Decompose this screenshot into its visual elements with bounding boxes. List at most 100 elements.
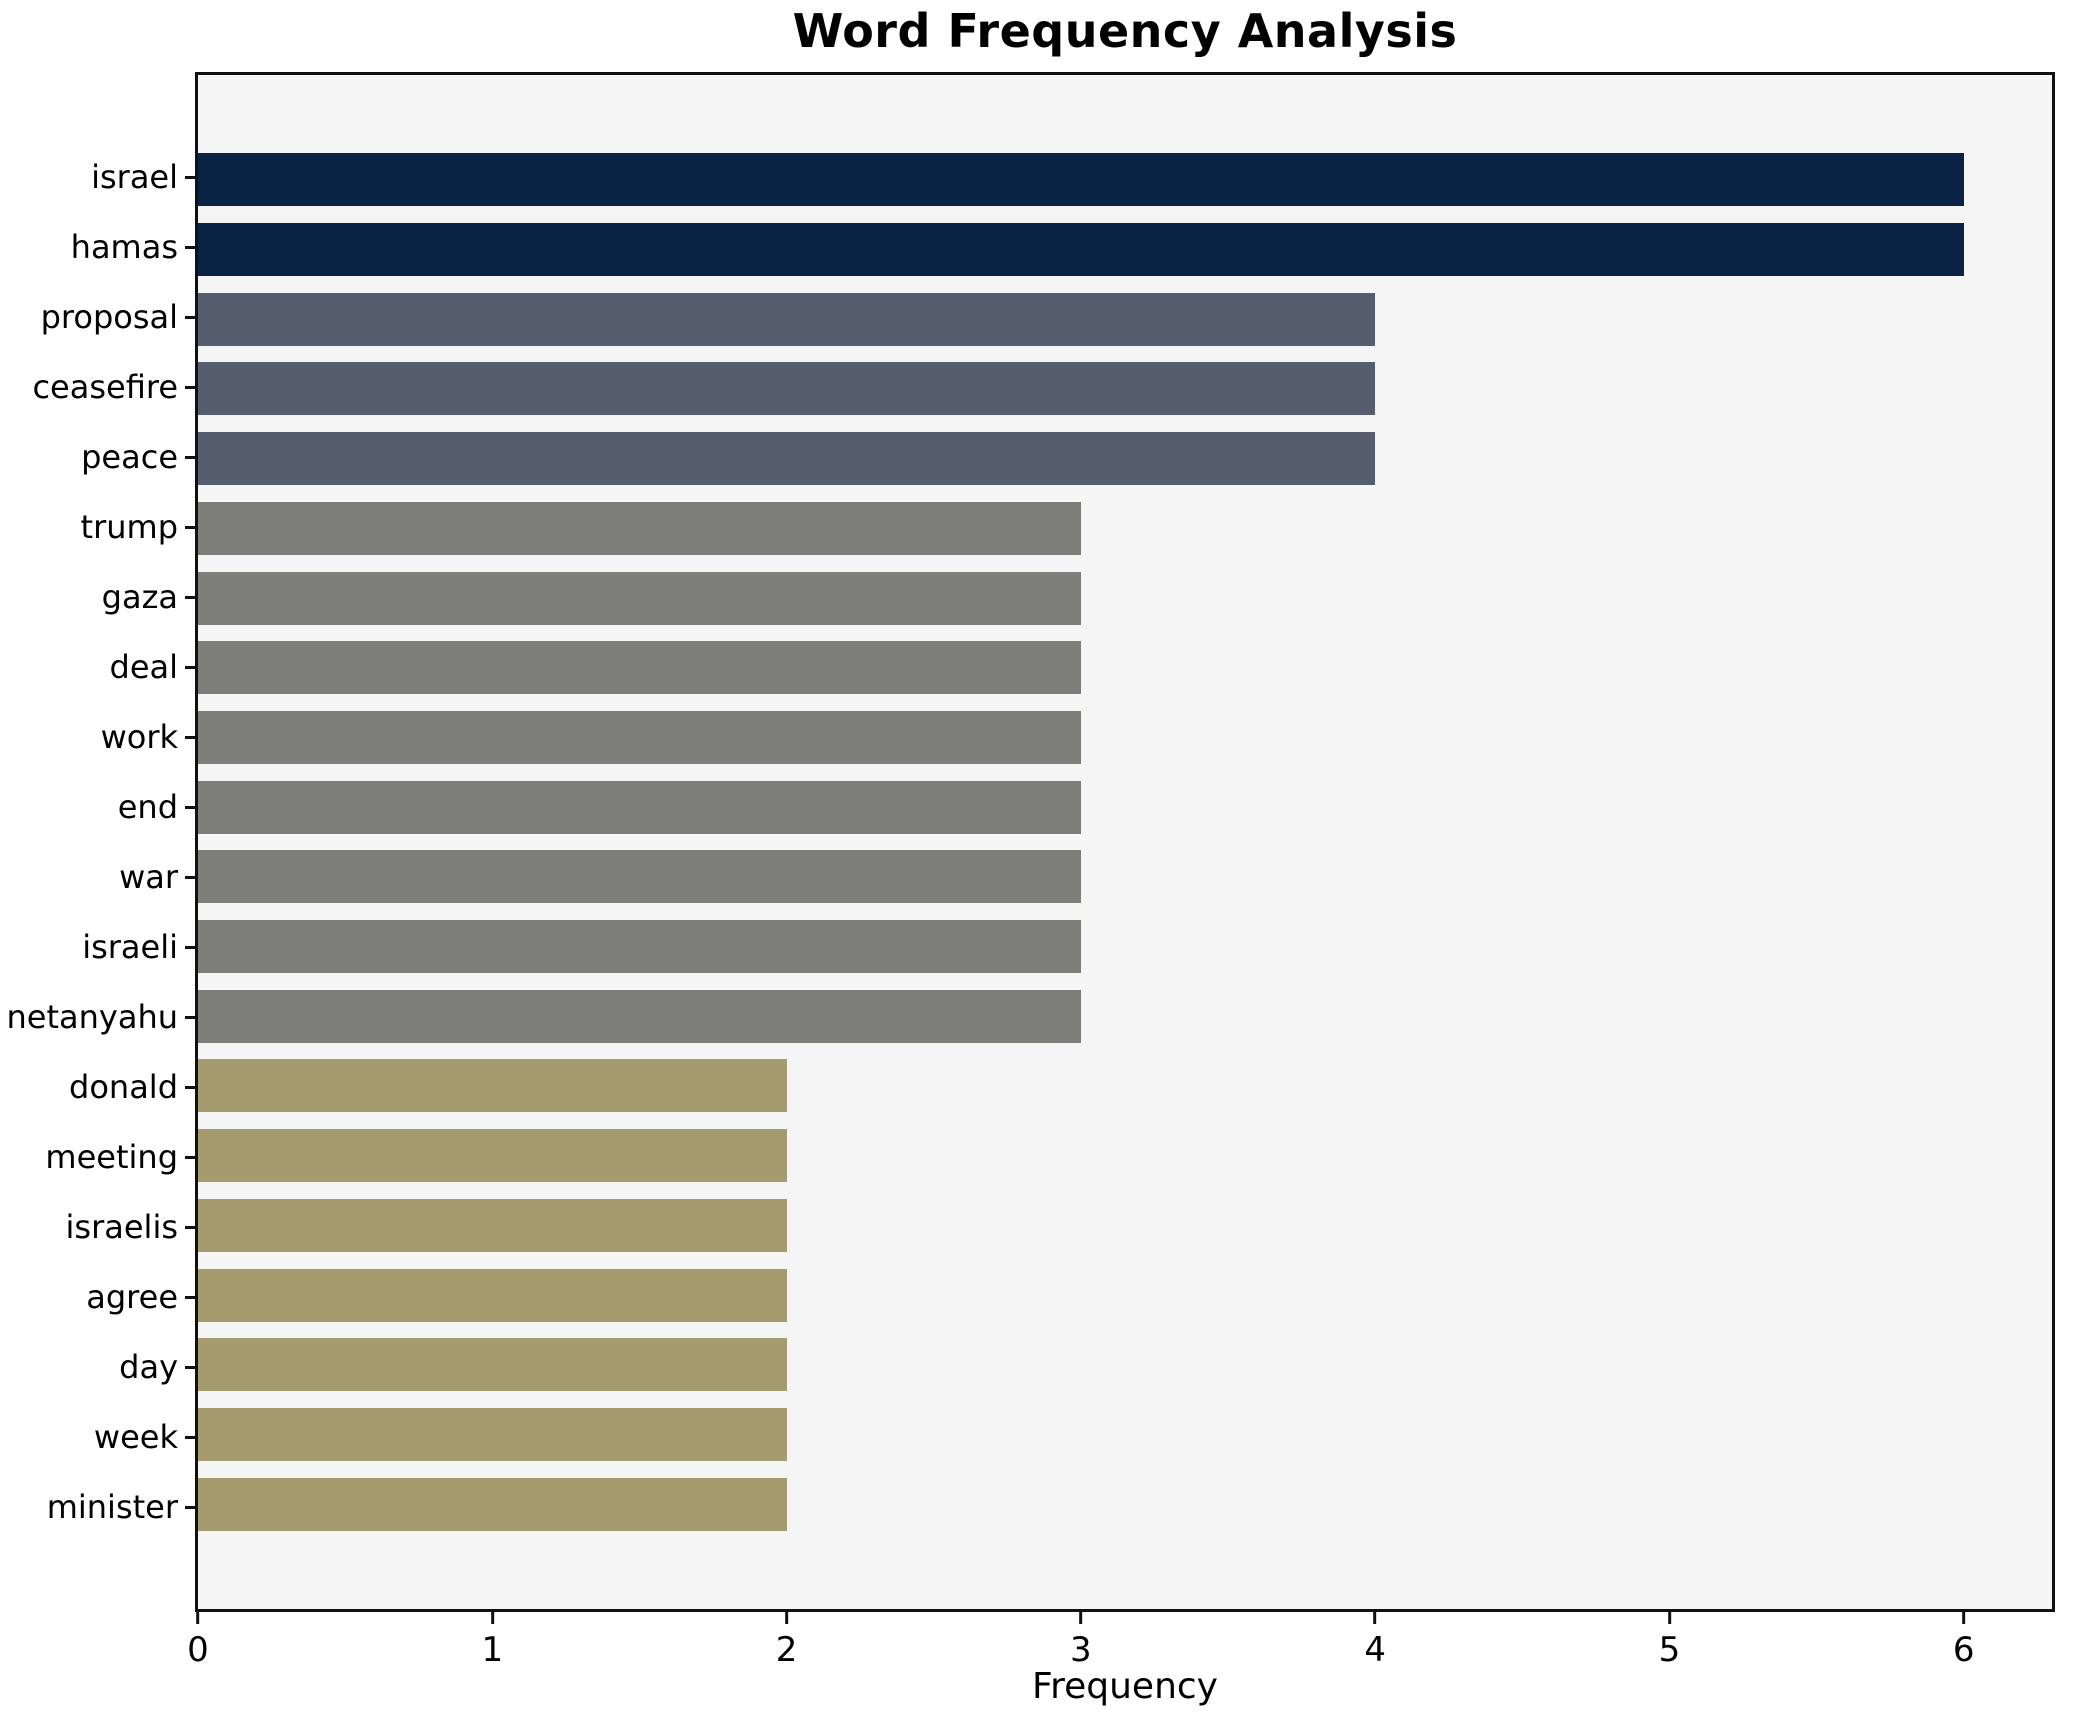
bar-row bbox=[198, 1191, 2052, 1261]
y-label-row: israelis bbox=[0, 1192, 195, 1262]
bar-row bbox=[198, 912, 2052, 982]
bar-row bbox=[198, 354, 2052, 424]
x-tick-mark bbox=[1962, 1612, 1966, 1624]
x-axis: 0 1 2 3 4 5 6 bbox=[187, 1612, 2052, 1672]
bar-row bbox=[198, 424, 2052, 494]
x-tick-2: 2 bbox=[775, 1612, 798, 1670]
x-tick-mark bbox=[785, 1612, 789, 1624]
bar-row bbox=[198, 563, 2052, 633]
y-label-row: netanyahu bbox=[0, 982, 195, 1052]
bar-row bbox=[198, 842, 2052, 912]
x-tick-0: 0 bbox=[187, 1612, 209, 1670]
bar-row bbox=[198, 1121, 2052, 1191]
bar-row bbox=[198, 145, 2052, 215]
y-tick-mark bbox=[185, 1365, 195, 1369]
bar-row bbox=[198, 981, 2052, 1051]
y-label-row: week bbox=[0, 1402, 195, 1472]
y-label-row: meeting bbox=[0, 1122, 195, 1192]
y-tick-mark bbox=[185, 455, 195, 459]
bar-row bbox=[198, 772, 2052, 842]
bars-container bbox=[198, 75, 2052, 1609]
x-tick-label: 2 bbox=[775, 1630, 798, 1670]
y-label-donald: donald bbox=[69, 1068, 178, 1106]
bar-day bbox=[198, 1338, 787, 1392]
bar-ceasefire bbox=[198, 362, 1376, 416]
y-label-row: hamas bbox=[0, 212, 195, 282]
bar-row bbox=[198, 703, 2052, 773]
y-label-hamas: hamas bbox=[70, 228, 178, 266]
y-tick-mark bbox=[185, 1295, 195, 1299]
y-label-gaza: gaza bbox=[101, 578, 178, 616]
x-tick-mark bbox=[196, 1612, 200, 1624]
y-tick-mark bbox=[185, 525, 195, 529]
x-tick-5: 5 bbox=[1658, 1612, 1681, 1670]
y-label-row: peace bbox=[0, 422, 195, 492]
y-label-end: end bbox=[117, 788, 178, 826]
y-axis-labels: israel hamas proposal ceasefire peace trump ga… bbox=[0, 72, 195, 1612]
y-tick-mark bbox=[185, 315, 195, 319]
y-tick-mark bbox=[185, 1015, 195, 1019]
bar-work bbox=[198, 710, 1081, 764]
y-label-meeting: meeting bbox=[45, 1138, 178, 1176]
y-label-minister: minister bbox=[46, 1488, 178, 1526]
y-tick-mark bbox=[185, 945, 195, 949]
x-tick-label: 1 bbox=[481, 1630, 504, 1670]
y-tick-mark bbox=[185, 595, 195, 599]
bar-row bbox=[198, 633, 2052, 703]
bar-deal bbox=[198, 641, 1081, 695]
bar-proposal bbox=[198, 292, 1376, 346]
bar-row bbox=[198, 1051, 2052, 1121]
bar-trump bbox=[198, 501, 1081, 555]
bar-row bbox=[198, 1330, 2052, 1400]
bar-meeting bbox=[198, 1129, 787, 1183]
y-label-row: war bbox=[0, 842, 195, 912]
y-label-israel: israel bbox=[91, 158, 178, 196]
y-tick-mark bbox=[185, 175, 195, 179]
y-label-row: deal bbox=[0, 632, 195, 702]
y-label-row: israeli bbox=[0, 912, 195, 982]
x-tick-4: 4 bbox=[1364, 1612, 1386, 1670]
bar-donald bbox=[198, 1059, 787, 1113]
y-label-day: day bbox=[119, 1348, 178, 1386]
y-label-row: proposal bbox=[0, 282, 195, 352]
y-label-row: israel bbox=[0, 142, 195, 212]
y-tick-mark bbox=[185, 1085, 195, 1089]
bar-row bbox=[198, 1469, 2052, 1539]
plot-area bbox=[195, 72, 2055, 1612]
x-tick-label: 6 bbox=[1952, 1630, 1975, 1670]
bar-peace bbox=[198, 432, 1376, 486]
x-tick-3: 3 bbox=[1070, 1612, 1092, 1670]
chart-title: Word Frequency Analysis bbox=[792, 4, 1458, 58]
y-tick-mark bbox=[185, 665, 195, 669]
x-tick-label: 5 bbox=[1658, 1630, 1681, 1670]
bar-row bbox=[198, 215, 2052, 285]
x-axis-title: Frequency bbox=[1032, 1666, 1218, 1707]
bar-agree bbox=[198, 1268, 787, 1322]
x-tick-label: 4 bbox=[1364, 1630, 1386, 1670]
y-tick-mark bbox=[185, 1155, 195, 1159]
y-label-israelis: israelis bbox=[65, 1208, 178, 1246]
bar-israeli bbox=[198, 920, 1081, 974]
x-tick-mark bbox=[490, 1612, 494, 1624]
x-tick-mark bbox=[1079, 1612, 1083, 1624]
x-tick-label: 3 bbox=[1070, 1630, 1092, 1670]
y-label-week: week bbox=[93, 1418, 178, 1456]
y-label-ceasefire: ceasefire bbox=[32, 368, 178, 406]
y-label-row: day bbox=[0, 1332, 195, 1402]
y-tick-mark bbox=[185, 245, 195, 249]
y-label-row: gaza bbox=[0, 562, 195, 632]
bar-week bbox=[198, 1408, 787, 1461]
y-tick-mark bbox=[185, 385, 195, 389]
y-label-israeli: israeli bbox=[82, 928, 178, 966]
y-tick-mark bbox=[185, 1225, 195, 1229]
y-label-trump: trump bbox=[80, 508, 178, 546]
bar-row bbox=[198, 284, 2052, 354]
bar-israelis bbox=[198, 1198, 787, 1252]
bar-row bbox=[198, 1260, 2052, 1330]
y-label-war: war bbox=[119, 858, 178, 896]
y-label-agree: agree bbox=[86, 1278, 178, 1316]
y-tick-mark bbox=[185, 1435, 195, 1439]
y-label-peace: peace bbox=[81, 438, 178, 476]
y-label-row: agree bbox=[0, 1262, 195, 1332]
